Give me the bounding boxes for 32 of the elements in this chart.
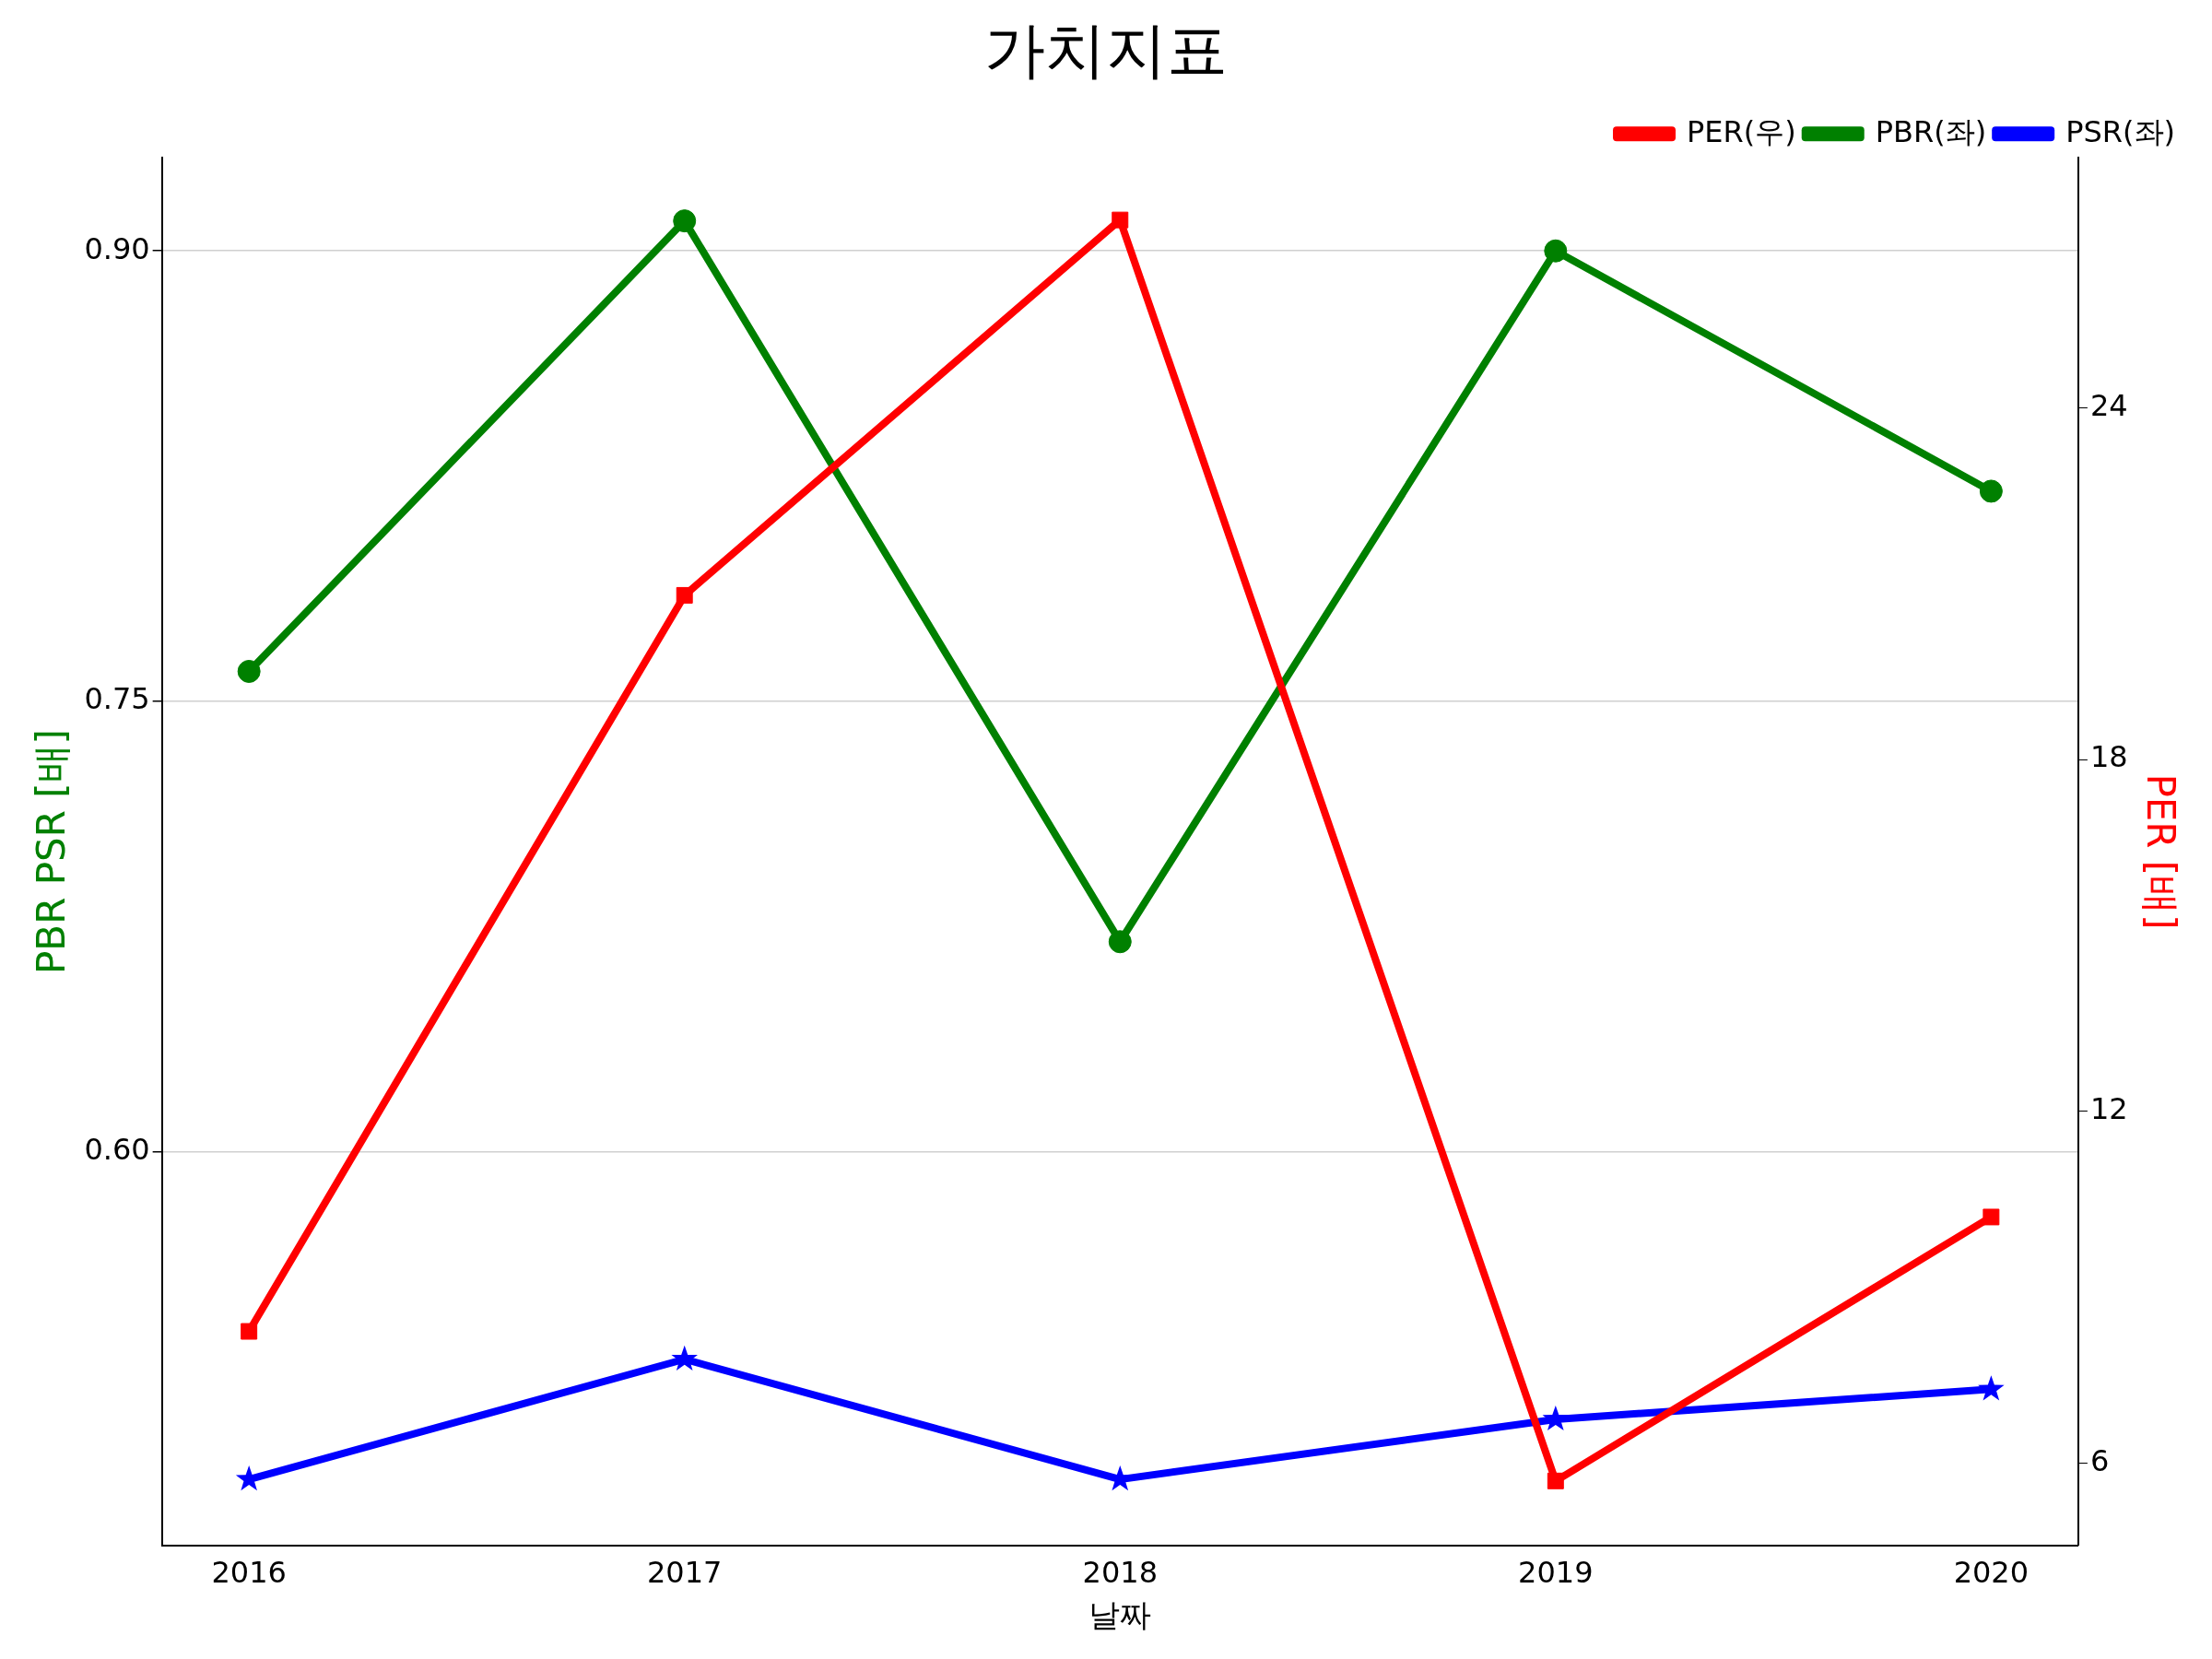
y-tick-label: 0.60 xyxy=(84,1132,150,1168)
point xyxy=(1112,211,1129,229)
point xyxy=(1978,1375,2005,1401)
x-tick-label: 2019 xyxy=(1518,1555,1594,1591)
point xyxy=(1108,930,1132,954)
point xyxy=(237,659,261,683)
x-tick-label: 2018 xyxy=(1082,1555,1158,1591)
x-tick-label: 2020 xyxy=(1953,1555,2030,1591)
y-axis-title: PBR PSR [배] xyxy=(29,729,75,974)
x-tick-label: 2017 xyxy=(646,1555,723,1591)
point xyxy=(671,1345,698,1371)
y-tick-label: 0.90 xyxy=(84,230,150,266)
x-axis-title: 날짜 xyxy=(1088,1596,1152,1634)
y2-tick-label: 12 xyxy=(2089,1091,2128,1127)
point xyxy=(673,209,697,233)
point xyxy=(241,1323,258,1340)
point xyxy=(1542,1405,1570,1431)
y2-tick-label: 6 xyxy=(2089,1443,2110,1479)
chart-title: 가치지표 xyxy=(984,14,1228,86)
point xyxy=(1979,479,2003,503)
legend-label: PSR(좌) xyxy=(2065,113,2175,149)
point xyxy=(1544,239,1568,263)
point xyxy=(1547,1472,1564,1489)
y2-tick-label: 18 xyxy=(2089,739,2128,775)
legend-label: PBR(좌) xyxy=(1875,113,1987,149)
y-tick-label: 0.75 xyxy=(84,681,150,717)
y2-tick-label: 24 xyxy=(2089,387,2128,423)
point xyxy=(1983,1208,2000,1226)
y2-axis-title: PER [배] xyxy=(2137,773,2183,930)
legend-label: PER(우) xyxy=(1687,113,1796,149)
point xyxy=(676,586,693,604)
x-tick-label: 2016 xyxy=(211,1555,287,1591)
